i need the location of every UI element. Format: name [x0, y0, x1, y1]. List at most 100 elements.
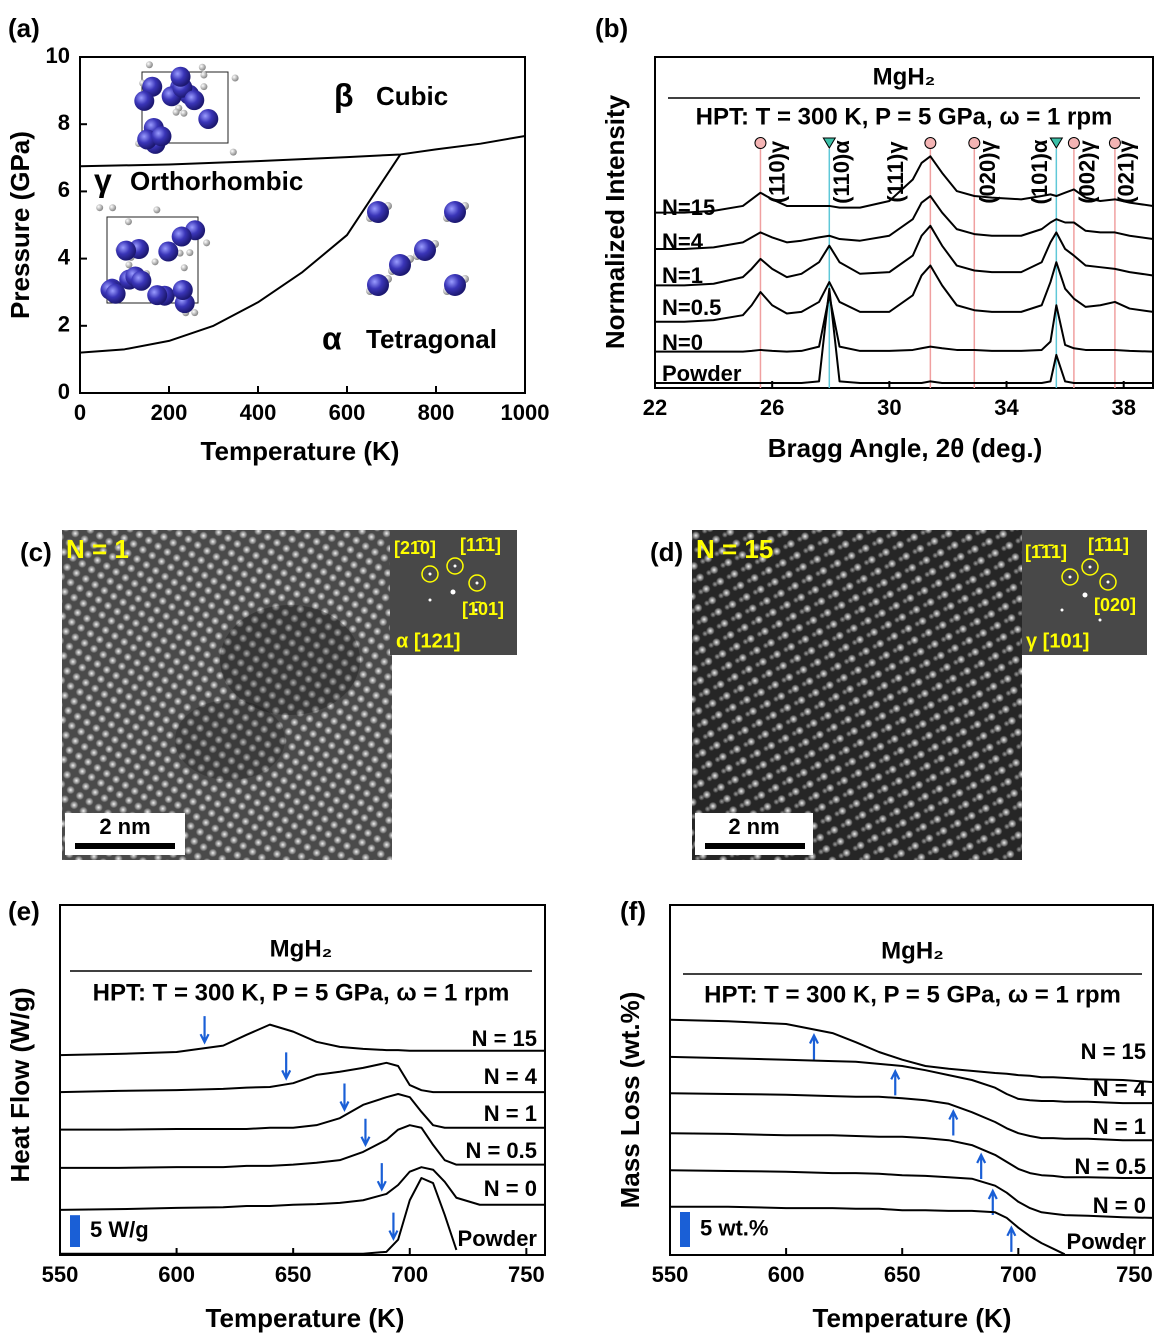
mg-atom	[367, 274, 389, 296]
panel-label: (b)	[595, 13, 628, 43]
x-tick-label: 750	[1116, 1262, 1153, 1287]
y-tick-label: 4	[58, 244, 71, 269]
scale-bar-label: 5 W/g	[90, 1217, 149, 1242]
onset-arrow	[388, 1212, 399, 1242]
x-tick-label: 200	[151, 400, 188, 425]
zone-axis: γ [101]	[1026, 630, 1089, 652]
peak-marker	[822, 137, 837, 149]
y-axis-label: Heat Flow (W/g)	[5, 988, 35, 1183]
x-tick-label: 800	[418, 400, 455, 425]
h-atom	[229, 148, 237, 156]
peak-label: (110)γ	[764, 140, 789, 203]
onset-arrow	[339, 1083, 350, 1112]
plot-frame	[669, 904, 1154, 1256]
tem-image	[62, 530, 392, 860]
x-tick-label: 700	[391, 1262, 428, 1287]
h-atom	[203, 239, 211, 247]
series-label: N=1	[662, 263, 703, 288]
contrast-region	[220, 605, 360, 715]
x-tick-label: 38	[1111, 395, 1135, 420]
series-line	[59, 1166, 545, 1211]
series-line	[655, 287, 1153, 385]
series-label: N = 4	[1093, 1076, 1147, 1101]
onset-arrow	[1006, 1225, 1017, 1252]
series-line	[655, 195, 1154, 250]
mg-atom	[131, 270, 152, 291]
inset-label: [1̄1̄1]	[1025, 542, 1067, 562]
onset-arrow	[976, 1152, 987, 1180]
series-line	[669, 1092, 1153, 1142]
x-tick-label: 650	[275, 1262, 312, 1287]
x-tick-label: 550	[652, 1262, 689, 1287]
h-atom	[180, 109, 188, 117]
peak-marker	[1108, 137, 1121, 149]
scale-bar	[680, 1212, 690, 1247]
series-line	[79, 134, 526, 168]
series-line	[670, 1205, 1066, 1256]
fft-spots	[1060, 565, 1110, 622]
series-label: N = 1	[1093, 1114, 1146, 1139]
x-axis-label: Temperature (K)	[206, 1303, 405, 1333]
series-line	[59, 1023, 545, 1057]
peak-label: (111)γ	[883, 141, 908, 203]
h-atom	[231, 74, 239, 82]
inset-label: [21̄0]	[394, 538, 436, 558]
mg-atom	[198, 108, 219, 129]
h-atom	[172, 108, 180, 116]
onset-arrow	[948, 1109, 959, 1136]
plot-frame	[59, 904, 546, 1256]
series-label: Powder	[458, 1226, 538, 1251]
x-axis-label: Bragg Angle, 2θ (deg.)	[768, 433, 1043, 463]
phase-name: Tetragonal	[366, 324, 497, 354]
h-atom	[96, 204, 104, 212]
peak-label: (101)α	[1027, 139, 1052, 204]
onset-arrow	[890, 1068, 901, 1096]
x-axis-label: Temperature (K)	[201, 436, 400, 466]
micrographs: (c) N = 1 [21̄0] [11̄1] [1̄01] α [121] 2…	[20, 530, 1147, 860]
series-label: Powder	[1067, 1229, 1147, 1254]
mg-atom	[170, 66, 191, 87]
series-label: N = 15	[1081, 1039, 1146, 1064]
onset-arrow	[281, 1052, 292, 1081]
h-atom	[145, 61, 153, 69]
mg-atom	[367, 201, 389, 223]
micrograph-title: N = 1	[66, 534, 129, 564]
y-axis-label: Mass Loss (wt.%)	[615, 992, 645, 1209]
series-line	[669, 1055, 1153, 1105]
phase-symbol: γ	[94, 162, 112, 198]
x-tick-label: 650	[884, 1262, 921, 1287]
series-line	[669, 1169, 1154, 1219]
y-axis-label: Normalized Intensity	[600, 94, 630, 349]
plot-frame	[654, 56, 1154, 389]
inset-label: [1̄11]	[1088, 535, 1129, 555]
x-tick-label: 600	[768, 1262, 805, 1287]
series-line	[669, 1132, 1153, 1179]
peak-label: (110)α	[829, 140, 854, 204]
series-label: N = 0	[484, 1176, 537, 1201]
mg-atom	[444, 201, 466, 223]
series-label: N = 0.5	[1074, 1154, 1146, 1179]
h-atom	[153, 206, 161, 214]
contrast-region	[175, 700, 285, 780]
series-line	[655, 155, 1154, 214]
mg-atom	[171, 226, 192, 247]
x-tick-label: 750	[508, 1262, 545, 1287]
series-label: N = 0	[1093, 1193, 1146, 1218]
series-label: Powder	[662, 361, 742, 386]
peak-marker	[1067, 137, 1080, 149]
tem-image	[692, 530, 1022, 860]
series-line	[655, 294, 1154, 353]
series-label: N = 1	[484, 1101, 537, 1126]
mg-atom	[414, 239, 436, 261]
peak-marker	[968, 137, 981, 149]
phase-symbol: α	[322, 320, 342, 356]
x-tick-label: 22	[643, 395, 667, 420]
series-label: N = 15	[472, 1026, 537, 1051]
peak-marker	[924, 137, 937, 149]
inset-label: [11̄1]	[460, 535, 501, 555]
h-atom	[109, 204, 117, 212]
mg-atom	[184, 90, 205, 111]
panel-label: (a)	[8, 13, 40, 43]
